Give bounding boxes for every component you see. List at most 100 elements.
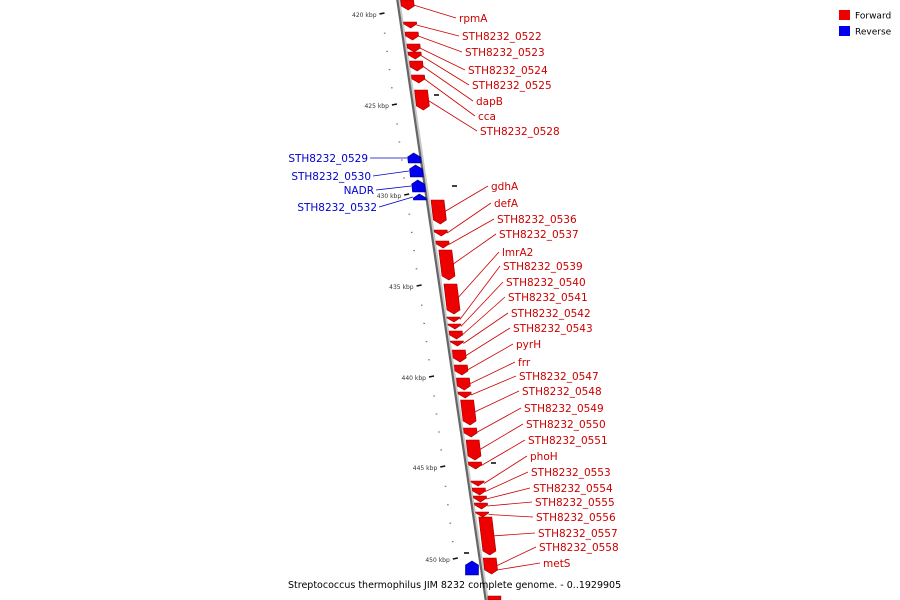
- gene-sth8232-0554[interactable]: [472, 495, 487, 503]
- gene-defa[interactable]: [433, 229, 448, 237]
- axis-minor-tick: [388, 69, 391, 71]
- gene-cca[interactable]: [411, 74, 426, 84]
- axis-tick-label: 450 kbp: [425, 557, 450, 564]
- backbone-line: [396, 0, 487, 600]
- axis-minor-tick: [391, 87, 393, 89]
- label-leader-line: [420, 55, 470, 86]
- gene-label-sth8232-0524[interactable]: STH8232_0524: [468, 65, 548, 77]
- gene-pyrh[interactable]: [453, 364, 469, 376]
- gene-label-sth8232-0542[interactable]: STH8232_0542: [511, 308, 591, 320]
- label-leader-line: [427, 99, 478, 132]
- gene-sth8232-0528[interactable]: [414, 89, 430, 111]
- gene-sth8232-0558[interactable]: [482, 557, 498, 575]
- gene-sth8232-0525[interactable]: [407, 51, 422, 60]
- gene-label-sth8232-0522[interactable]: STH8232_0522: [462, 31, 542, 43]
- gene-label-defa[interactable]: defA: [494, 198, 519, 210]
- gene-label-sth8232-0541[interactable]: STH8232_0541: [508, 292, 588, 304]
- gene-label-sth8232-0529[interactable]: STH8232_0529: [288, 153, 368, 165]
- gene-gdha[interactable]: [430, 199, 447, 225]
- gene-label-lmra2[interactable]: lmrA2: [502, 247, 533, 259]
- gene-sth8232-0549[interactable]: [463, 427, 478, 438]
- gene-sth8232-0553[interactable]: [471, 487, 486, 496]
- axis-major-tick: [452, 557, 458, 560]
- axis-minor-tick: [428, 359, 430, 361]
- genome-caption: Streptococcus thermophilus JIM 8232 comp…: [288, 580, 621, 591]
- gene-nadr[interactable]: [411, 179, 426, 193]
- gene-label-sth8232-0523[interactable]: STH8232_0523: [465, 47, 545, 59]
- gene-sth8232-0550[interactable]: [465, 439, 482, 461]
- gene-sth8232-0555[interactable]: [474, 502, 488, 510]
- gene-sth8232-0536[interactable]: [435, 240, 450, 249]
- axis-major-tick: [416, 284, 422, 287]
- axis-minor-tick: [396, 123, 398, 125]
- gene-label-mets[interactable]: metS: [543, 558, 571, 570]
- gene-sth8232-0541[interactable]: [448, 330, 463, 340]
- gene-sth8232-0557[interactable]: [478, 516, 497, 556]
- gene-phoh[interactable]: [470, 480, 485, 487]
- axis-ticks: 420 kbp 425 kbp 430 kbp 435 kbp 440 kbp 445 k…: [352, 12, 496, 564]
- gene-sth8232-0529[interactable]: [407, 152, 422, 164]
- gene-feature-unlabeled-reverse[interactable]: [465, 560, 479, 576]
- label-leader-line: [487, 501, 533, 507]
- gene-label-sth8232-0547[interactable]: STH8232_0547: [519, 371, 599, 383]
- gene-frr[interactable]: [456, 377, 471, 391]
- gene-feature-unlabeled-forward[interactable]: [487, 595, 502, 600]
- gene-label-sth8232-0536[interactable]: STH8232_0536: [497, 214, 577, 226]
- gene-label-sth8232-0539[interactable]: STH8232_0539: [503, 261, 583, 273]
- gene-label-frr[interactable]: frr: [518, 357, 531, 369]
- gene-label-rpma[interactable]: rpmA: [459, 13, 488, 25]
- label-leader-line: [372, 170, 410, 177]
- gene-label-cca[interactable]: cca: [478, 111, 496, 123]
- legend-reverse-label[interactable]: Reverse: [855, 28, 892, 38]
- gene-label-sth8232-0557[interactable]: STH8232_0557: [538, 528, 618, 540]
- gene-label-sth8232-0537[interactable]: STH8232_0537: [499, 229, 579, 241]
- gene-label-sth8232-0548[interactable]: STH8232_0548: [522, 386, 602, 398]
- gene-sth8232-0530[interactable]: [409, 164, 424, 178]
- axis-minor-tick: [447, 504, 449, 506]
- gene-dapb[interactable]: [409, 60, 424, 72]
- gene-label-phoh[interactable]: phoH: [530, 451, 558, 463]
- legend-reverse-swatch[interactable]: [839, 26, 850, 36]
- gene-label-sth8232-0543[interactable]: STH8232_0543: [513, 323, 593, 335]
- axis-minor-tick: [440, 449, 443, 451]
- gene-label-dapb[interactable]: dapB: [476, 96, 503, 108]
- gene-rpma[interactable]: [400, 0, 415, 11]
- gene-label-sth8232-0528[interactable]: STH8232_0528: [480, 126, 560, 138]
- gene-sth8232-0551[interactable]: [468, 461, 483, 470]
- axis-tick-label: 430 kbp: [377, 193, 402, 200]
- gene-label-sth8232-0549[interactable]: STH8232_0549: [524, 403, 604, 415]
- legend-forward-swatch[interactable]: [839, 10, 850, 20]
- gene-label-sth8232-0558[interactable]: STH8232_0558: [539, 542, 619, 554]
- gene-label-sth8232-0532[interactable]: STH8232_0532: [297, 202, 377, 214]
- gene-sth8232-0523[interactable]: [404, 31, 419, 41]
- gene-lmra2[interactable]: [443, 283, 461, 315]
- gene-label-sth8232-0540[interactable]: STH8232_0540: [506, 277, 586, 289]
- gene-sth8232-0539[interactable]: [446, 316, 461, 323]
- gene-sth8232-0524[interactable]: [406, 43, 421, 53]
- gene-sth8232-0543[interactable]: [451, 349, 467, 363]
- gene-label-gdha[interactable]: gdhA: [491, 181, 519, 193]
- gene-sth8232-0542[interactable]: [450, 340, 464, 347]
- backbone-shadow: [397, 0, 489, 600]
- gene-label-sth8232-0554[interactable]: STH8232_0554: [533, 483, 613, 495]
- legend: Forward Reverse: [839, 10, 892, 38]
- gene-label-sth8232-0556[interactable]: STH8232_0556: [536, 512, 616, 524]
- gene-sth8232-0540[interactable]: [447, 323, 462, 330]
- gene-sth8232-0547[interactable]: [457, 391, 472, 399]
- gene-label-sth8232-0553[interactable]: STH8232_0553: [531, 467, 611, 479]
- gene-sth8232-0537[interactable]: [438, 249, 456, 281]
- gene-label-sth8232-0525[interactable]: STH8232_0525: [472, 80, 552, 92]
- gene-label-sth8232-0550[interactable]: STH8232_0550: [526, 419, 606, 431]
- legend-forward-label[interactable]: Forward: [855, 12, 891, 22]
- gene-sth8232-0532[interactable]: [412, 193, 427, 201]
- gene-label-sth8232-0530[interactable]: STH8232_0530: [291, 171, 371, 183]
- gene-label-nadr[interactable]: NADR: [344, 185, 374, 197]
- gene-label-pyrh[interactable]: pyrH: [516, 339, 541, 351]
- gene-sth8232-0548[interactable]: [460, 399, 477, 426]
- gene-label-sth8232-0555[interactable]: STH8232_0555: [535, 497, 615, 509]
- label-leader-line: [481, 439, 526, 466]
- gene-sth8232-0556[interactable]: [475, 511, 490, 518]
- gene-label-sth8232-0551[interactable]: STH8232_0551: [528, 435, 608, 447]
- gene-sth8232-0522[interactable]: [403, 21, 418, 29]
